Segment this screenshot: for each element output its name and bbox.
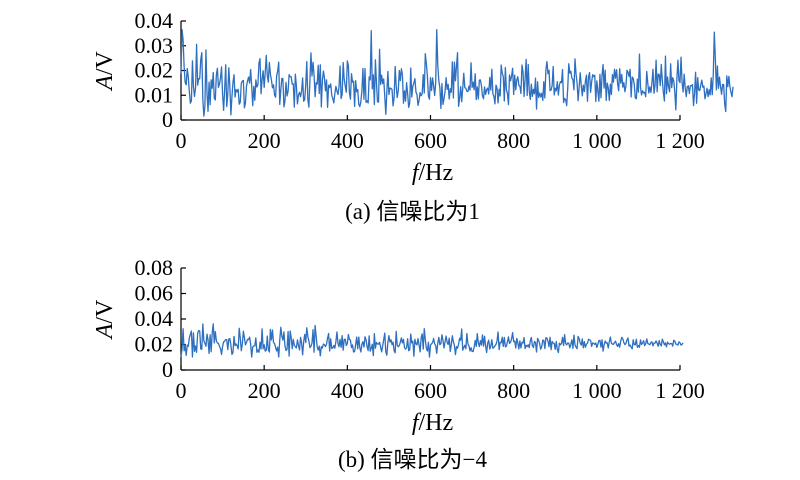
y-tick-label: 0.08 xyxy=(135,255,174,280)
x-tick-label: 800 xyxy=(497,378,530,403)
y-axis-unit: /V xyxy=(92,299,118,324)
y-tick-label: 0.04 xyxy=(135,306,174,331)
x-tick-label: 1 200 xyxy=(655,128,705,153)
y-axis-symbol: A xyxy=(92,323,118,340)
y-ticks-a: 00.010.020.030.04 xyxy=(135,8,186,132)
x-tick-label: 200 xyxy=(248,378,281,403)
chart-panel-b: 00.020.040.060.08 0 200 400 600 800 1 000 1 20… xyxy=(92,255,705,472)
plot-area-a xyxy=(180,29,734,117)
caption-a: (a) 信噪比为1 xyxy=(345,199,480,224)
y-tick-label: 0 xyxy=(162,107,173,132)
x-tick-label: 1 200 xyxy=(655,378,705,403)
y-tick-label: 0.04 xyxy=(135,8,174,33)
x-tick-label: 600 xyxy=(414,378,447,403)
x-axis-unit: /Hz xyxy=(419,410,454,436)
y-tick-label: 0.06 xyxy=(135,281,174,306)
x-tick-label: 1 000 xyxy=(572,128,622,153)
x-axis-label-b: f/Hz xyxy=(412,410,453,436)
x-tick-label: 600 xyxy=(414,128,447,153)
x-ticks-b: 0 200 400 600 800 1 000 1 200 xyxy=(176,365,705,403)
y-axis-label-a: A/V xyxy=(92,50,118,91)
y-tick-label: 0.02 xyxy=(135,58,174,83)
x-tick-label: 200 xyxy=(248,128,281,153)
y-tick-label: 0.03 xyxy=(135,33,174,58)
y-tick-label: 0.01 xyxy=(135,82,174,107)
axis-frame-b xyxy=(180,268,680,371)
x-axis-label-a: f/Hz xyxy=(412,160,453,186)
chart-panel-a: 00.010.020.030.04 0 200 400 600 800 1 000 1 20… xyxy=(92,8,734,224)
x-tick-label: 0 xyxy=(176,378,187,403)
x-axis-symbol: f xyxy=(412,160,422,186)
x-ticks-a: 0 200 400 600 800 1 000 1 200 xyxy=(176,115,705,153)
x-tick-label: 400 xyxy=(331,128,364,153)
y-ticks-b: 00.020.040.060.08 xyxy=(135,255,186,382)
signal-series-line xyxy=(180,323,684,358)
x-axis-symbol: f xyxy=(412,410,422,436)
x-tick-label: 0 xyxy=(176,128,187,153)
plot-area-b xyxy=(180,323,684,358)
x-tick-label: 800 xyxy=(497,128,530,153)
signal-series-line xyxy=(180,29,734,117)
y-axis-unit: /V xyxy=(92,50,118,75)
x-tick-label: 400 xyxy=(331,378,364,403)
y-axis-symbol: A xyxy=(92,75,118,92)
x-tick-label: 1 000 xyxy=(572,378,622,403)
y-axis-label-b: A/V xyxy=(92,299,118,340)
caption-b: (b) 信噪比为−4 xyxy=(338,447,488,472)
x-axis-unit: /Hz xyxy=(419,160,454,186)
y-tick-label: 0 xyxy=(162,357,173,382)
y-tick-label: 0.02 xyxy=(135,332,174,357)
